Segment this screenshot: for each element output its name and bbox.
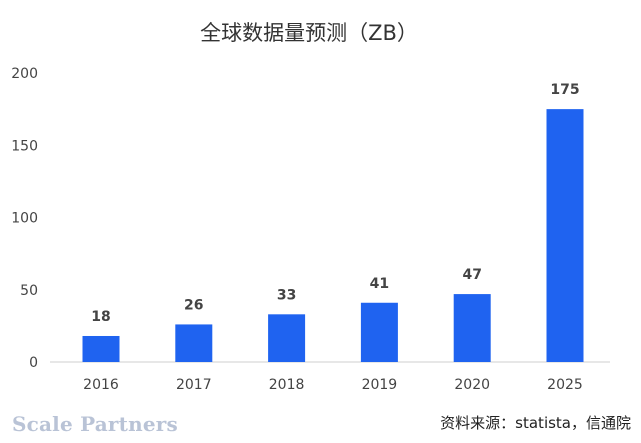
bar-2020: [453, 294, 491, 362]
data-label-2025: 175: [550, 82, 579, 98]
x-tick-label-2016: 2016: [83, 377, 119, 393]
chart-title: 全球数据量预测（ZB）: [200, 21, 418, 45]
watermark-logo: Scale Partners: [12, 412, 178, 436]
y-tick-label: 200: [11, 66, 38, 82]
data-label-2019: 41: [370, 276, 389, 292]
y-tick-label: 0: [29, 355, 38, 371]
chart: 全球数据量预测（ZB） 0 50 100 150 200 18 26 33 41 47 175 2…: [11, 21, 610, 393]
y-tick-label: 100: [11, 211, 38, 227]
x-tick-label-2018: 2018: [269, 377, 305, 393]
x-tick-label-2017: 2017: [176, 377, 212, 393]
bar-2018: [268, 314, 306, 362]
data-label-2018: 33: [277, 287, 296, 303]
data-label-2020: 47: [462, 267, 481, 283]
x-axis: 2016 2017 2018 2019 2020 2025: [83, 377, 583, 393]
source-note: 资料来源：statista，信通院: [440, 414, 631, 432]
y-axis: 0 50 100 150 200: [11, 66, 38, 371]
x-tick-label-2025: 2025: [547, 377, 583, 393]
bar-2017: [175, 324, 213, 362]
bar-2025: [546, 109, 584, 362]
y-tick-label: 150: [11, 138, 38, 154]
x-tick-label-2020: 2020: [454, 377, 490, 393]
x-tick-label-2019: 2019: [362, 377, 398, 393]
data-label-2017: 26: [184, 297, 203, 313]
bar-2019: [360, 302, 398, 362]
data-label-2016: 18: [91, 309, 110, 325]
y-tick-label: 50: [20, 283, 38, 299]
bars: 18 26 33 41 47 175: [82, 82, 584, 362]
bar-2016: [82, 335, 120, 362]
